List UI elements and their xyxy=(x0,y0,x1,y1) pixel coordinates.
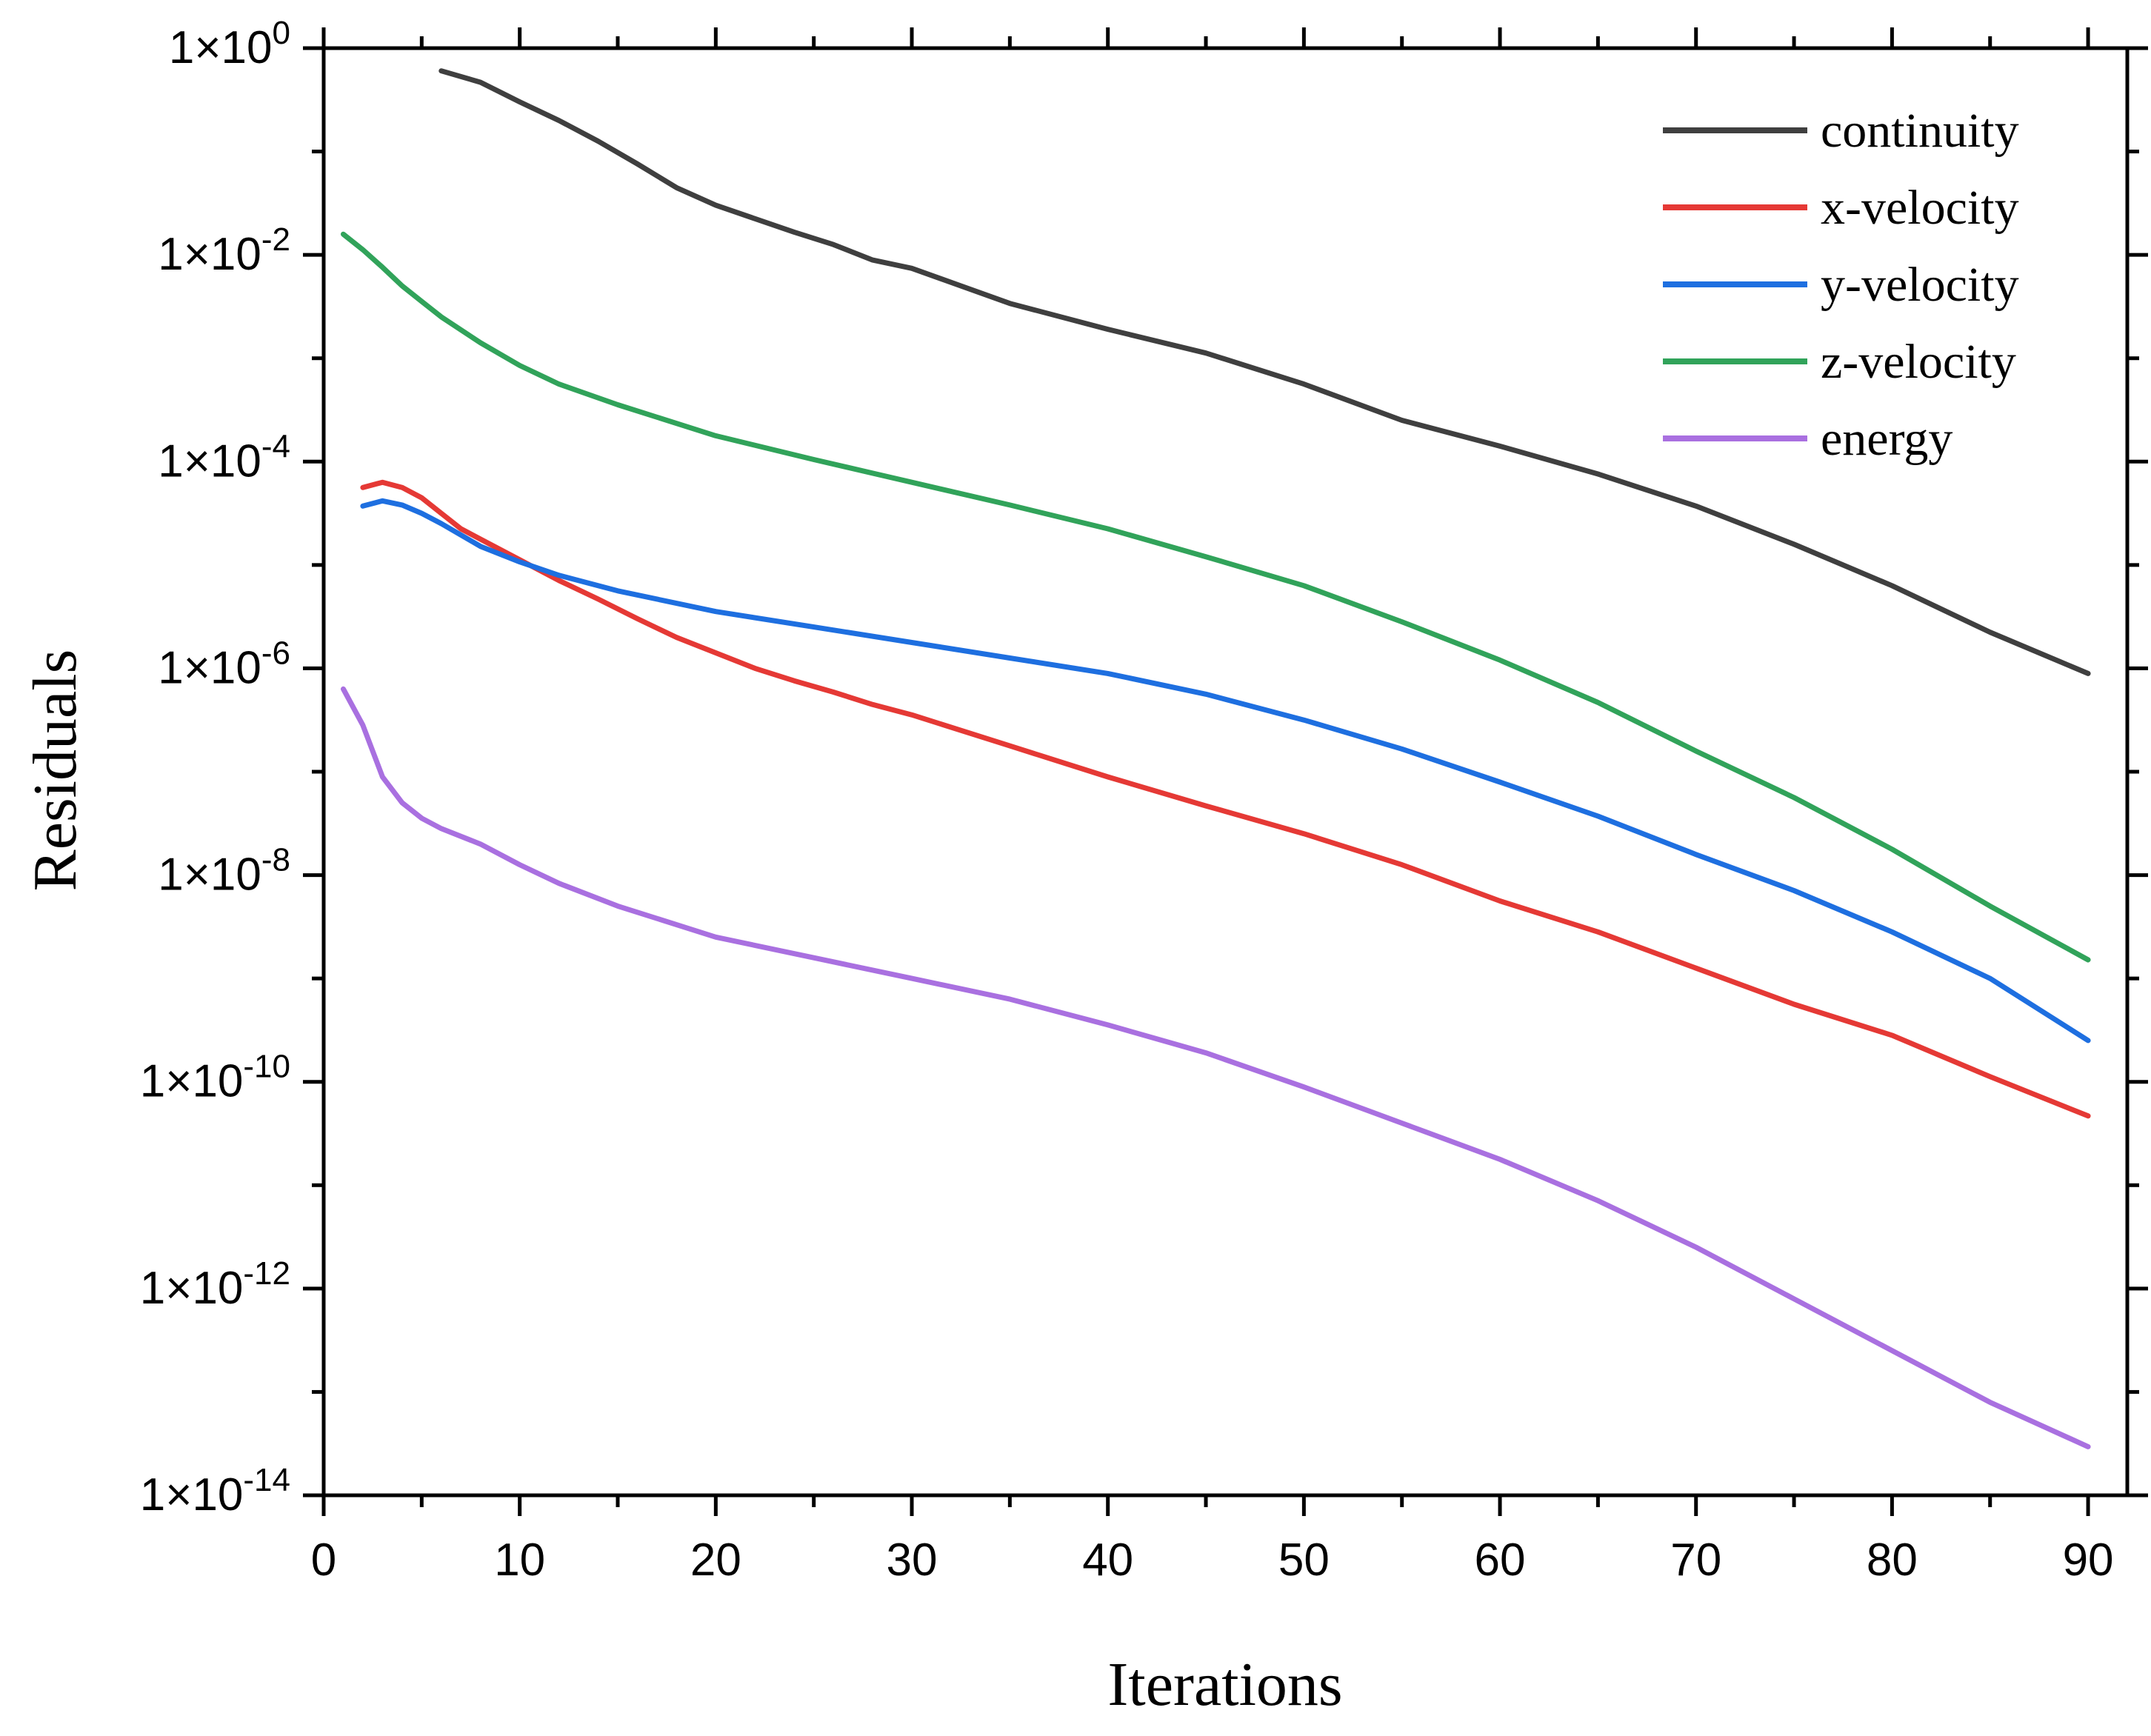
axis-ticks xyxy=(303,27,2148,1516)
series-lines xyxy=(341,68,2091,1449)
x-tick-label: 90 xyxy=(2063,1535,2114,1586)
x-tick-labels: 0 10 20 30 40 50 60 70 80 90 xyxy=(311,1535,2114,1586)
plot-frame xyxy=(321,46,2130,1498)
legend-label-z-velocity: z-velocity xyxy=(1821,335,2016,389)
y-tick-labels: 1×100 1×10-2 1×10-4 1×10-6 1×10-8 1×10-10 1×10… xyxy=(140,15,290,1520)
x-tick-label: 70 xyxy=(1670,1535,1721,1586)
y-tick-label: 1×10-10 xyxy=(140,1049,290,1107)
x-tick-label: 50 xyxy=(1278,1535,1330,1586)
legend-label-continuity: continuity xyxy=(1821,104,2019,158)
legend-label-x-velocity: x-velocity xyxy=(1821,181,2019,235)
y-tick-label: 1×10-8 xyxy=(158,842,290,901)
y-tick-label: 1×10-4 xyxy=(158,428,290,487)
x-tick-label: 20 xyxy=(690,1535,741,1586)
legend-label-y-velocity: y-velocity xyxy=(1821,258,2019,312)
y-axis-title: Residuals xyxy=(21,650,90,892)
y-tick-label: 1×100 xyxy=(169,15,290,73)
x-tick-label: 30 xyxy=(887,1535,938,1586)
y-tick-label: 1×10-12 xyxy=(140,1255,290,1314)
legend-label-energy: energy xyxy=(1821,412,1952,466)
x-tick-label: 60 xyxy=(1475,1535,1526,1586)
x-axis-title: Iterations xyxy=(1107,1650,1342,1719)
legend: continuity x-velocity y-velocity z-velocity… xyxy=(1663,104,2019,466)
series-line-continuity xyxy=(438,68,2091,676)
y-tick-label: 1×10-6 xyxy=(158,635,290,693)
x-tick-label: 80 xyxy=(1867,1535,1918,1586)
y-tick-label: 1×10-2 xyxy=(158,221,290,280)
series-line-x-velocity xyxy=(360,479,2091,1119)
x-tick-label: 0 xyxy=(311,1535,336,1586)
x-tick-label: 40 xyxy=(1082,1535,1133,1586)
series-line-energy xyxy=(341,686,2091,1449)
x-tick-label: 10 xyxy=(494,1535,545,1586)
series-line-z-velocity xyxy=(341,231,2091,963)
y-tick-label: 1×10-14 xyxy=(140,1462,290,1520)
series-line-y-velocity xyxy=(360,498,2091,1044)
